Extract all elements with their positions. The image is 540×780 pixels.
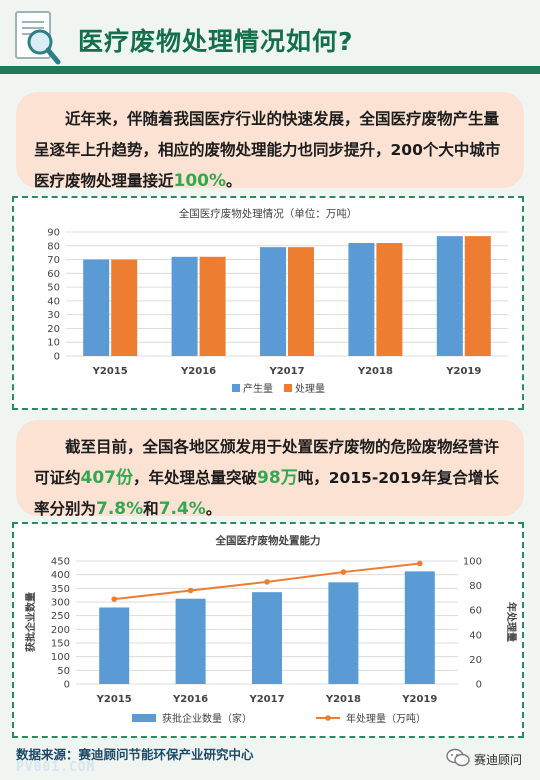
- y-tick-label: 250: [51, 611, 70, 622]
- y-tick-label: 80: [47, 241, 60, 252]
- chart-1-svg: 全国医疗废物处理情况（单位：万吨） 0 10 20 30 40 50 60 70 80 90 Y201…: [47, 207, 508, 395]
- intro2-text-b: ，年处理总量突破: [133, 469, 258, 487]
- y-right-tick-label: 40: [469, 630, 482, 641]
- chart-disposal-capacity: 全国医疗废物处置能力 0 50 100 150 200 250 300 350 400 450 0 20…: [12, 522, 524, 738]
- legend-swatch: [232, 384, 240, 392]
- y-tick-label: 20: [47, 324, 60, 335]
- x-tick-label: Y2019: [401, 694, 437, 705]
- y-tick-label: 0: [64, 680, 70, 691]
- chart-treatment-volume: 全国医疗废物处理情况（单位：万吨） 0 10 20 30 40 50 60 70 80 90 Y201…: [12, 196, 524, 410]
- y-right-tick-label: 0: [476, 680, 482, 691]
- bar-produced: [171, 256, 198, 356]
- bar-treated: [288, 247, 314, 356]
- chart-2-svg: 全国医疗废物处置能力 0 50 100 150 200 250 300 350 400 450 0 20…: [24, 534, 518, 725]
- bar-treated: [199, 256, 226, 356]
- legend-swatch: [284, 384, 292, 392]
- bar-licensed-companies: [99, 607, 130, 684]
- bar-treated: [111, 259, 138, 356]
- line-point: [340, 569, 347, 575]
- y-tick-label: 400: [51, 570, 70, 581]
- y-tick-label: 0: [54, 352, 60, 363]
- y-tick-label: 100: [51, 652, 70, 663]
- intro2-text-e: 。: [205, 500, 222, 518]
- legend-label: 处理量: [295, 383, 325, 395]
- y-right-tick-label: 20: [469, 655, 482, 666]
- intro1-text-a: 近年来，伴随着我国医疗行业的快速发展，全国医疗废物产生量呈逐年上升趋势，相应的废…: [34, 110, 501, 190]
- document-search-icon: [15, 11, 61, 65]
- x-tick-label: Y2017: [268, 366, 304, 377]
- line-point: [187, 587, 194, 594]
- x-tick-label: Y2018: [357, 366, 393, 377]
- bar-licensed-companies: [404, 571, 435, 684]
- x-tick-label: Y2015: [96, 694, 132, 705]
- page-title: 医疗废物处理情况如何?: [78, 27, 354, 56]
- data-source: 数据来源：赛迪顾问节能环保产业研究中心: [16, 747, 254, 762]
- bar-treated: [376, 243, 403, 356]
- legend-label: 产生量: [243, 382, 273, 395]
- page-header: 医疗废物处理情况如何?: [0, 0, 540, 78]
- intro-paragraph-2: 截至目前，全国各地区颁发用于处置医疗废物的危险废物经营许可证约407份，年处理总…: [16, 420, 524, 519]
- y-right-axis-label: 年处理量: [505, 602, 518, 642]
- intro1-text-b: 。: [226, 172, 242, 190]
- x-tick-label: Y2019: [445, 366, 481, 377]
- watermark: PV001.COM: [16, 760, 96, 775]
- legend-marker: [325, 715, 331, 721]
- x-tick-label: Y2018: [325, 694, 361, 705]
- y-tick-label: 50: [57, 666, 70, 677]
- y-tick-label: 30: [47, 310, 60, 321]
- brand-name: 赛迪顾问: [474, 753, 523, 767]
- intro2-hl-7-8: 7.8%: [96, 499, 144, 519]
- legend-label: 年处理量（万吨）: [346, 712, 426, 725]
- y-tick-label: 10: [47, 338, 60, 349]
- bar-produced: [436, 236, 463, 356]
- bar-licensed-companies: [252, 592, 282, 684]
- y-tick-label: 60: [47, 269, 60, 280]
- y-right-tick-label: 100: [463, 557, 482, 568]
- bar-produced: [83, 259, 110, 356]
- y-tick-label: 200: [51, 625, 70, 636]
- wechat-icon: [446, 748, 470, 767]
- x-tick-label: Y2015: [92, 366, 128, 377]
- intro2-hl-98: 98万: [257, 468, 298, 488]
- intro2-text-d: 和: [143, 500, 159, 518]
- y-right-tick-label: 80: [469, 581, 482, 592]
- bar-produced: [348, 243, 375, 356]
- y-right-tick-label: 60: [469, 606, 482, 617]
- y-tick-label: 40: [47, 296, 60, 307]
- x-tick-label: Y2017: [248, 694, 284, 705]
- chart-title: 全国医疗废物处理情况（单位：万吨）: [179, 207, 358, 220]
- intro-paragraph-1: 近年来，伴随着我国医疗行业的快速发展，全国医疗废物产生量呈逐年上升趋势，相应的废…: [16, 92, 524, 191]
- y-tick-label: 150: [51, 639, 70, 650]
- y-tick-label: 350: [51, 584, 70, 595]
- bar-produced: [260, 247, 286, 356]
- y-tick-label: 50: [47, 283, 60, 294]
- intro1-highlight: 100%: [173, 171, 227, 191]
- line-point: [264, 579, 270, 585]
- bar-licensed-companies: [328, 582, 359, 684]
- legend-swatch: [132, 714, 156, 722]
- legend-label: 获批企业数量（家）: [162, 712, 252, 725]
- y-axis-label: 获批企业数量: [24, 592, 37, 653]
- bar-licensed-companies: [175, 598, 206, 684]
- line-point: [111, 596, 117, 602]
- y-tick-label: 70: [47, 255, 60, 266]
- bar-treated: [464, 236, 491, 356]
- x-tick-label: Y2016: [180, 366, 216, 377]
- intro2-hl-7-4: 7.4%: [158, 499, 206, 519]
- intro2-hl-407: 407份: [80, 468, 134, 488]
- header-divider: [0, 66, 540, 74]
- y-tick-label: 450: [51, 557, 70, 568]
- line-point: [417, 560, 423, 567]
- y-tick-label: 300: [51, 598, 70, 609]
- chart-title: 全国医疗废物处置能力: [215, 534, 321, 547]
- y-tick-label: 90: [47, 228, 60, 239]
- x-tick-label: Y2016: [172, 694, 208, 705]
- intro2-text-c: 吨，2015-2019年复合增长率分别为: [34, 469, 499, 518]
- intro2-text-a: 截至目前，全国各地区颁发用于处置医疗废物的危险废物经营许可证约: [34, 438, 500, 487]
